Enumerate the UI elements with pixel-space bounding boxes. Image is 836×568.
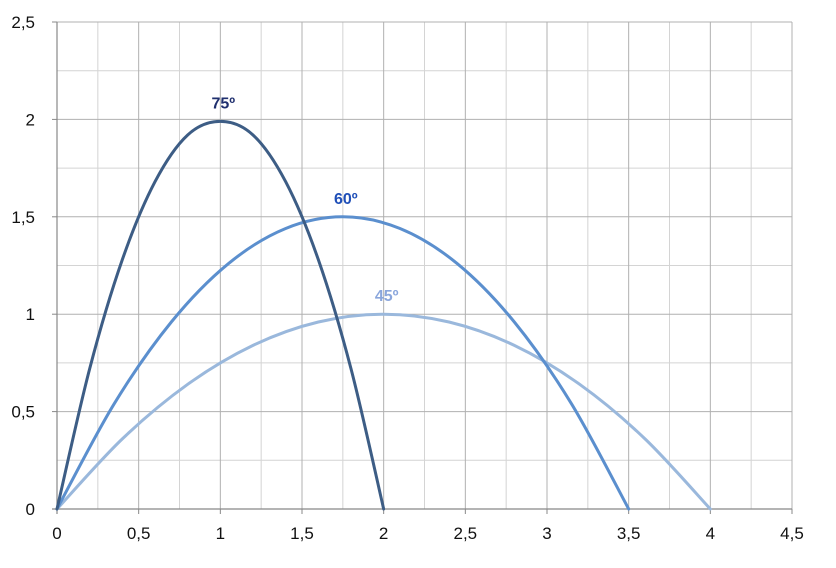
series-label-45: 45º bbox=[375, 288, 399, 305]
series-line-75 bbox=[55, 119, 386, 511]
x-tick-label: 4,5 bbox=[780, 524, 804, 543]
grid-major bbox=[57, 21, 793, 509]
x-tick-label: 0,5 bbox=[127, 524, 151, 543]
series-label-60: 60º bbox=[334, 191, 358, 208]
y-tick-labels: 0 0,5 1 1,5 2 2,5 bbox=[11, 13, 35, 519]
y-tick-label: 2 bbox=[26, 110, 35, 129]
x-tick-label: 3,5 bbox=[617, 524, 641, 543]
x-tick-labels: 0 0,5 1 1,5 2 2,5 3 3,5 4 4,5 bbox=[52, 524, 804, 543]
x-tick-label: 2 bbox=[379, 524, 388, 543]
x-tick-label: 2,5 bbox=[454, 524, 478, 543]
series-layer bbox=[55, 119, 712, 511]
x-tick-label: 1 bbox=[216, 524, 225, 543]
angle-labels: 75º 60º 45º bbox=[212, 95, 399, 305]
x-tick-label: 3 bbox=[542, 524, 551, 543]
x-tick-label: 4 bbox=[706, 524, 715, 543]
y-tick-label: 1 bbox=[26, 305, 35, 324]
axes bbox=[52, 21, 793, 514]
y-tick-label: 0,5 bbox=[11, 403, 35, 422]
y-tick-label: 2,5 bbox=[11, 13, 35, 32]
series-label-75: 75º bbox=[212, 95, 236, 112]
x-tick-label: 0 bbox=[52, 524, 61, 543]
x-tick-label: 1,5 bbox=[290, 524, 314, 543]
y-tick-label: 0 bbox=[26, 500, 35, 519]
series-line-60 bbox=[55, 215, 631, 511]
grid-minor bbox=[57, 22, 792, 509]
series-line-45 bbox=[55, 312, 712, 511]
y-tick-label: 1,5 bbox=[11, 208, 35, 227]
